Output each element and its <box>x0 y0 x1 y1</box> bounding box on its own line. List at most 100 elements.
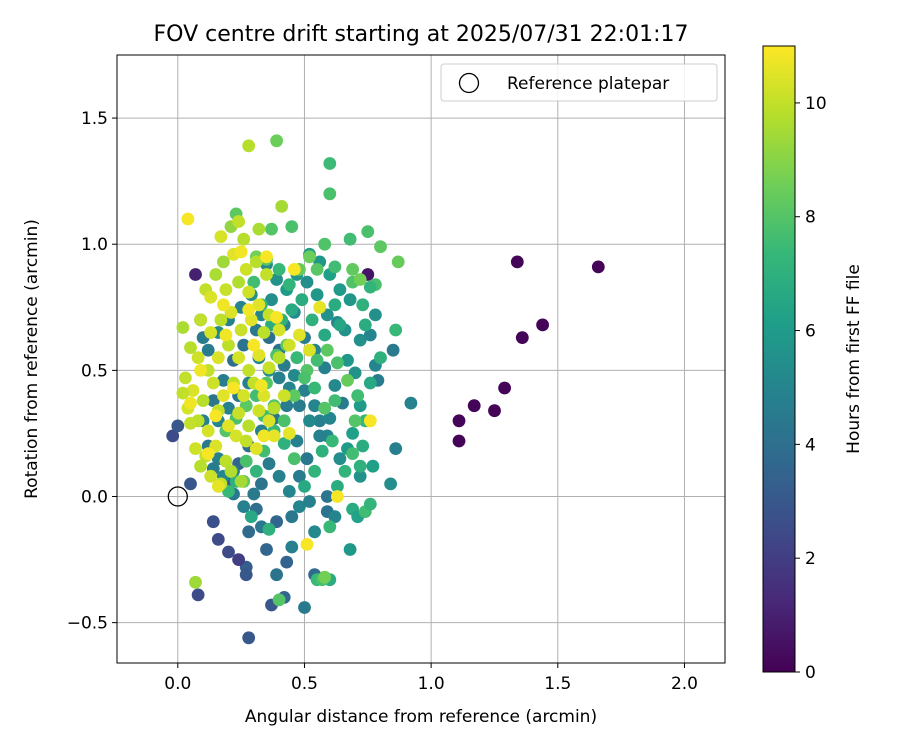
data-point <box>171 419 185 433</box>
data-point <box>191 351 205 365</box>
data-point <box>211 480 225 493</box>
colorbar-tick-label: 0 <box>805 663 816 683</box>
data-point <box>270 568 283 582</box>
data-point <box>341 353 354 367</box>
data-point <box>191 588 205 602</box>
data-point <box>285 303 299 317</box>
data-point <box>209 268 223 281</box>
data-point <box>386 343 400 357</box>
data-point <box>239 263 253 276</box>
data-point <box>310 263 324 276</box>
data-point <box>224 464 238 478</box>
data-point <box>255 477 268 491</box>
data-point <box>222 401 235 415</box>
data-point <box>219 454 233 468</box>
data-point <box>257 389 271 402</box>
data-point <box>201 447 215 460</box>
data-point <box>363 497 377 511</box>
data-point <box>242 303 256 317</box>
x-axis-ticks: 0.0 0.5 1.0 1.5 2.0 <box>164 663 698 694</box>
data-point <box>265 222 278 236</box>
data-point <box>249 442 263 455</box>
data-point <box>277 437 291 450</box>
data-point <box>313 414 327 428</box>
data-point <box>293 399 306 413</box>
data-point <box>310 288 324 302</box>
data-point <box>252 404 266 418</box>
data-point <box>262 522 276 536</box>
data-point <box>346 427 359 440</box>
data-point <box>315 444 329 458</box>
data-point <box>184 341 197 354</box>
data-point <box>270 273 283 286</box>
data-point <box>242 525 256 539</box>
data-point <box>369 308 382 322</box>
data-point <box>232 215 246 228</box>
data-point <box>234 475 248 488</box>
data-point <box>298 371 311 385</box>
data-point <box>242 419 256 433</box>
colorbar-tick-label: 4 <box>805 435 816 455</box>
data-point <box>232 351 246 365</box>
data-point <box>346 447 359 460</box>
data-point <box>325 434 339 448</box>
data-point <box>285 510 299 524</box>
data-point <box>374 240 387 254</box>
data-point <box>206 376 220 390</box>
data-point <box>176 386 190 400</box>
data-point <box>232 275 246 289</box>
data-point <box>217 374 230 387</box>
data-point <box>179 371 192 385</box>
data-point <box>323 157 337 170</box>
data-point <box>272 469 286 483</box>
data-point <box>290 351 304 365</box>
data-point <box>247 487 261 501</box>
data-point <box>270 134 283 148</box>
data-point <box>237 232 251 246</box>
data-point <box>313 300 327 314</box>
data-point <box>346 263 359 276</box>
data-point <box>277 389 291 402</box>
data-point <box>232 406 246 420</box>
data-point <box>404 396 418 410</box>
data-point <box>189 442 202 455</box>
data-point <box>389 323 403 337</box>
chart-title: FOV centre drift starting at 2025/07/31 … <box>154 22 689 47</box>
data-point <box>318 401 332 415</box>
data-point <box>217 298 230 312</box>
legend: Reference platepar <box>440 63 718 102</box>
data-point <box>536 318 549 332</box>
y-tick-label: 1.5 <box>81 109 108 129</box>
data-point <box>333 283 347 296</box>
data-point <box>201 343 215 357</box>
data-point <box>363 376 377 390</box>
data-point <box>510 255 524 269</box>
data-point <box>353 333 367 347</box>
data-point <box>293 469 306 483</box>
data-point <box>272 263 286 276</box>
data-point <box>287 389 301 402</box>
data-point <box>272 351 286 365</box>
data-point <box>260 543 273 556</box>
data-point <box>194 364 208 377</box>
data-point <box>391 255 405 269</box>
data-point <box>331 356 344 370</box>
data-point <box>196 394 210 407</box>
data-point <box>303 414 316 428</box>
data-point <box>181 212 195 226</box>
data-point <box>217 255 230 269</box>
data-point <box>287 369 301 382</box>
colorbar: 0 2 4 6 8 10 Hours from first FF file <box>762 45 864 683</box>
data-point <box>323 411 337 425</box>
data-point <box>252 222 266 236</box>
data-point <box>313 429 327 443</box>
data-point <box>201 424 215 438</box>
data-point <box>262 457 276 471</box>
colorbar-tick-label: 2 <box>805 549 816 569</box>
x-tick-label: 2.0 <box>671 674 698 694</box>
data-point <box>298 601 311 614</box>
data-point <box>361 225 375 239</box>
data-point <box>333 452 347 466</box>
data-point <box>186 384 200 397</box>
data-point <box>280 555 294 569</box>
